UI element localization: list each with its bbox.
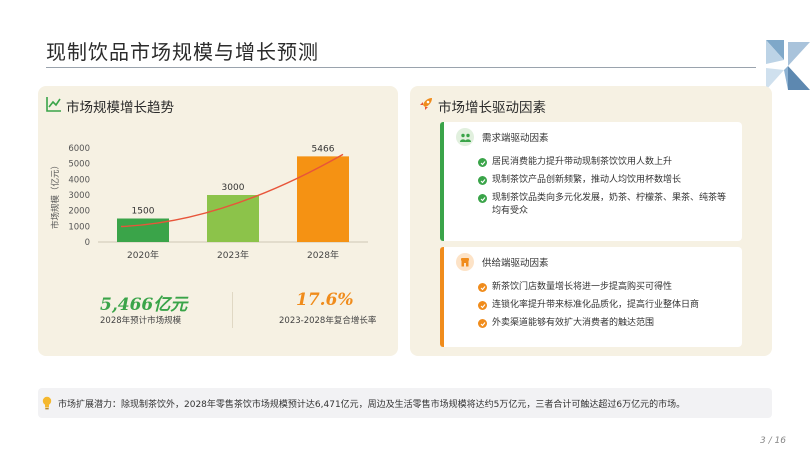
list-item: 居民消费能力提升带动现制茶饮饮用人数上升 xyxy=(478,156,734,169)
list-item: 现制茶饮产品创新频繁，推动人均饮用杯数增长 xyxy=(478,174,734,187)
y-tick-label: 1000 xyxy=(68,222,90,232)
x-tick-label: 2028年 xyxy=(307,249,339,261)
y-axis-label: 市场规模（亿元） xyxy=(50,161,61,229)
y-tick-label: 0 xyxy=(85,238,90,248)
x-tick-label: 2020年 xyxy=(127,249,159,261)
supply-accent-bar xyxy=(440,247,444,347)
stat-divider xyxy=(232,292,233,328)
demand-driver-panel: 需求端驱动因素 居民消费能力提升带动现制茶饮饮用人数上升 现制茶饮产品创新频繁，… xyxy=(440,122,742,241)
page-title: 现制饮品市场规模与增长预测 xyxy=(46,40,319,64)
page-number: 3 / 16 xyxy=(760,436,786,446)
people-icon xyxy=(456,128,474,146)
note-text: 市场扩展潜力：除现制茶饮外，2028年零售茶饮市场规模预计达6,471亿元，周边… xyxy=(58,400,686,410)
list-item: 连锁化率提升带来标准化品质化，提高行业整体日商 xyxy=(478,299,734,312)
store-icon xyxy=(456,253,474,271)
y-tick-label: 4000 xyxy=(68,175,90,185)
check-circle-icon xyxy=(478,319,487,328)
growth-drivers-card: 市场增长驱动因素 需求端驱动因素 居民消费能力提升带动现制茶饮饮用人数上升 现制… xyxy=(410,86,772,356)
supply-driver-heading: 供给端驱动因素 xyxy=(482,258,549,269)
trend-line xyxy=(120,153,344,228)
check-circle-icon xyxy=(478,194,487,203)
stat-value-cagr: 17.6% xyxy=(296,290,354,310)
list-item: 现制茶饮品类向多元化发展，奶茶、柠檬茶、果茶、纯茶等均有受众 xyxy=(478,192,734,218)
supply-driver-panel: 供给端驱动因素 新茶饮门店数量增长将进一步提高购买可得性 连锁化率提升带来标准化… xyxy=(440,247,742,347)
data-label: 1500 xyxy=(132,207,155,217)
bar xyxy=(207,195,259,242)
check-circle-icon xyxy=(478,283,487,292)
check-circle-icon xyxy=(478,158,487,167)
check-circle-icon xyxy=(478,301,487,310)
market-size-chart: 市场规模（亿元） 0 1000 2000 3000 4000 5000 6000 1500 202… xyxy=(50,144,368,261)
y-tick-label: 6000 xyxy=(68,144,90,154)
title-divider xyxy=(46,67,756,68)
lightbulb-icon xyxy=(42,396,52,410)
card-title: 市场规模增长趋势 xyxy=(66,100,174,116)
bar xyxy=(117,218,169,242)
list-item: 新茶饮门店数量增长将进一步提高购买可得性 xyxy=(478,281,734,294)
data-label: 3000 xyxy=(222,183,245,193)
market-potential-note: 市场扩展潜力：除现制茶饮外，2028年零售茶饮市场规模预计达6,471亿元，周边… xyxy=(38,388,772,418)
x-tick-label: 2023年 xyxy=(217,249,249,261)
list-item: 外卖渠道能够有效扩大消费者的触达范围 xyxy=(478,317,734,330)
check-circle-icon xyxy=(478,176,487,185)
stat-value-market-size: 5,466亿元 xyxy=(100,295,188,315)
stat-label-market-size: 2028年预计市场规模 xyxy=(100,316,182,326)
line-chart-icon xyxy=(46,97,61,112)
rocket-icon xyxy=(420,98,432,110)
demand-accent-bar xyxy=(440,122,444,241)
demand-driver-heading: 需求端驱动因素 xyxy=(482,133,549,144)
y-tick-label: 5000 xyxy=(68,160,90,170)
logo-icon xyxy=(766,40,810,90)
market-trend-card: 市场规模增长趋势 市场规模（亿元） 0 1000 2000 3000 4000 5000 60… xyxy=(38,86,398,356)
y-tick-label: 3000 xyxy=(68,191,90,201)
card-title: 市场增长驱动因素 xyxy=(438,100,546,116)
bar xyxy=(297,156,349,242)
y-tick-label: 2000 xyxy=(68,207,90,217)
stat-label-cagr: 2023-2028年复合增长率 xyxy=(279,316,377,326)
data-label: 5466 xyxy=(312,144,335,154)
